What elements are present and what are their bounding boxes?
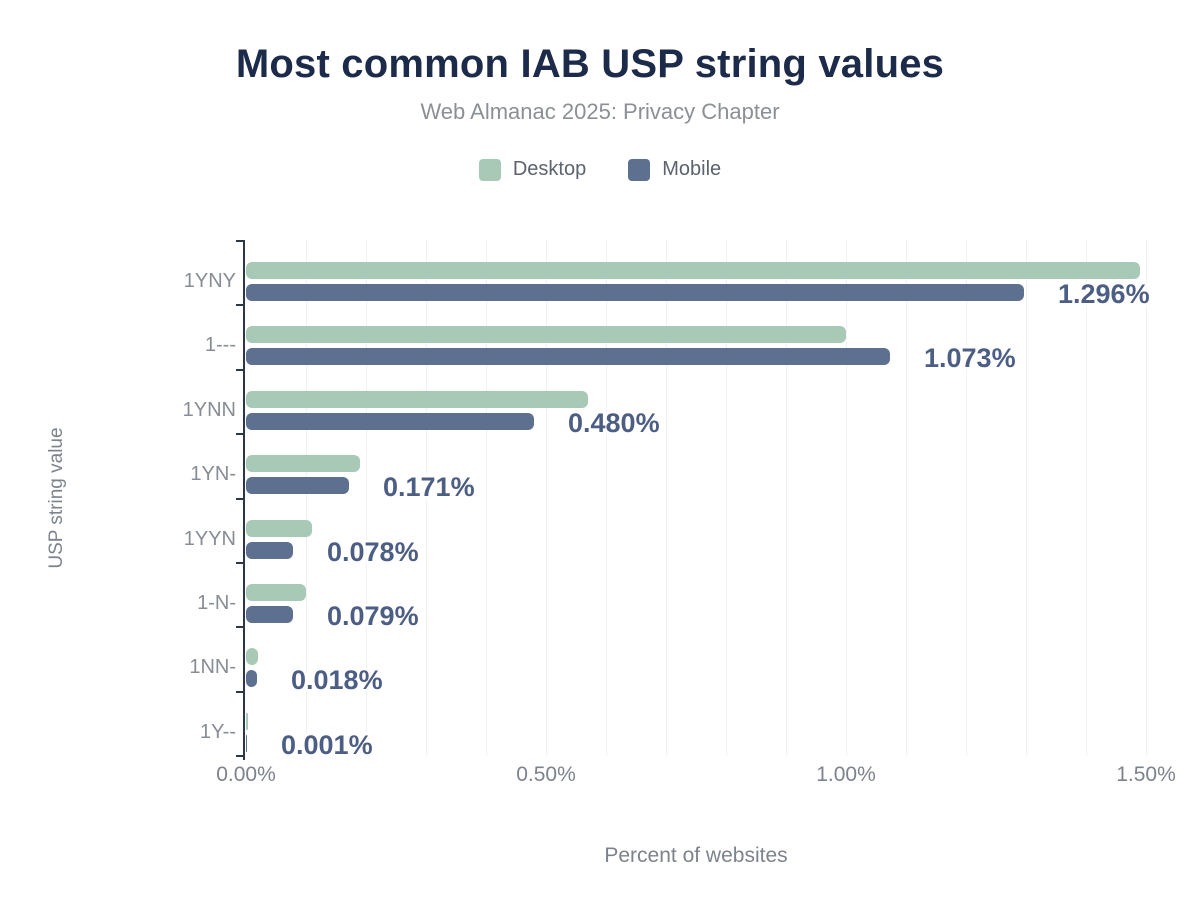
- legend-label: Desktop: [512, 158, 587, 180]
- y-axis-tick: [236, 562, 244, 564]
- gridline: [726, 240, 727, 755]
- bar-desktop[interactable]: [246, 520, 312, 537]
- chart-subtitle: Web Almanac 2025: Privacy Chapter: [420, 99, 780, 124]
- x-tick-label: 1.00%: [816, 763, 876, 786]
- gridline: [1146, 240, 1147, 755]
- data-label: 0.079%: [327, 601, 419, 631]
- y-axis-title: USP string value: [46, 427, 67, 569]
- bar-mobile[interactable]: [246, 606, 294, 623]
- legend: Desktop Mobile: [0, 158, 1200, 181]
- y-axis-tick: [236, 304, 244, 306]
- gridline: [546, 240, 547, 755]
- x-tick-label: 1.50%: [1116, 763, 1176, 786]
- category-label: 1YNY: [183, 270, 236, 292]
- x-axis-title: Percent of websites: [604, 844, 788, 867]
- category-label: 1-N-: [197, 592, 236, 614]
- y-axis-tick: [236, 369, 244, 371]
- bar-mobile[interactable]: [246, 670, 257, 687]
- category-label: 1Y--: [200, 721, 236, 743]
- chart-title: Most common IAB USP string values: [235, 42, 945, 86]
- data-label: 0.171%: [383, 472, 475, 502]
- data-label: 1.073%: [924, 343, 1016, 373]
- y-axis-tick: [236, 240, 244, 242]
- bar-desktop[interactable]: [246, 713, 248, 730]
- data-label: 0.001%: [281, 730, 373, 760]
- bar-desktop[interactable]: [246, 262, 1140, 279]
- data-label: 0.480%: [568, 408, 660, 438]
- y-axis-tick: [236, 498, 244, 500]
- bar-mobile[interactable]: [246, 348, 890, 365]
- y-axis-tick: [236, 626, 244, 628]
- x-tick-label: 0.00%: [216, 763, 276, 786]
- bar-desktop[interactable]: [246, 391, 588, 408]
- plot-area: 1.296% 1.073% 0.480% 0.171% 0.078% 0.079% 0.01…: [236, 240, 1190, 761]
- y-axis-tick: [236, 755, 244, 757]
- bar-desktop[interactable]: [246, 455, 360, 472]
- gridline: [846, 240, 847, 755]
- category-label: 1YYN: [183, 528, 236, 550]
- legend-label: Mobile: [662, 158, 722, 180]
- gridline: [486, 240, 487, 755]
- gridline: [1026, 240, 1027, 755]
- y-axis-line: [243, 240, 245, 761]
- bar-desktop[interactable]: [246, 326, 846, 343]
- gridline: [966, 240, 967, 755]
- data-label: 0.078%: [327, 537, 419, 567]
- gridline: [306, 240, 307, 755]
- bar-mobile[interactable]: [246, 284, 1024, 301]
- gridline: [606, 240, 607, 755]
- x-tick-label: 0.50%: [516, 763, 576, 786]
- y-axis-tick: [236, 433, 244, 435]
- category-label: 1YN-: [190, 463, 236, 485]
- legend-item-desktop[interactable]: Desktop: [478, 158, 587, 181]
- data-label: 0.018%: [291, 665, 383, 695]
- legend-item-mobile[interactable]: Mobile: [628, 158, 721, 181]
- desktop-swatch-icon: [478, 158, 501, 181]
- bar-mobile[interactable]: [246, 477, 349, 494]
- gridline: [786, 240, 787, 755]
- gridline: [426, 240, 427, 755]
- bar-mobile[interactable]: [246, 735, 247, 752]
- category-label: 1NN-: [189, 656, 236, 678]
- data-label: 1.296%: [1058, 279, 1150, 309]
- category-label: 1YNN: [182, 399, 236, 421]
- category-label: 1---: [204, 334, 236, 356]
- gridline: [366, 240, 367, 755]
- bar-mobile[interactable]: [246, 413, 534, 430]
- y-axis-tick: [236, 691, 244, 693]
- gridline: [666, 240, 667, 755]
- bar-mobile[interactable]: [246, 542, 293, 559]
- gridline: [906, 240, 907, 755]
- mobile-swatch-icon: [628, 158, 651, 181]
- bar-desktop[interactable]: [246, 584, 306, 601]
- bar-desktop[interactable]: [246, 648, 258, 665]
- gridline: [1086, 240, 1087, 755]
